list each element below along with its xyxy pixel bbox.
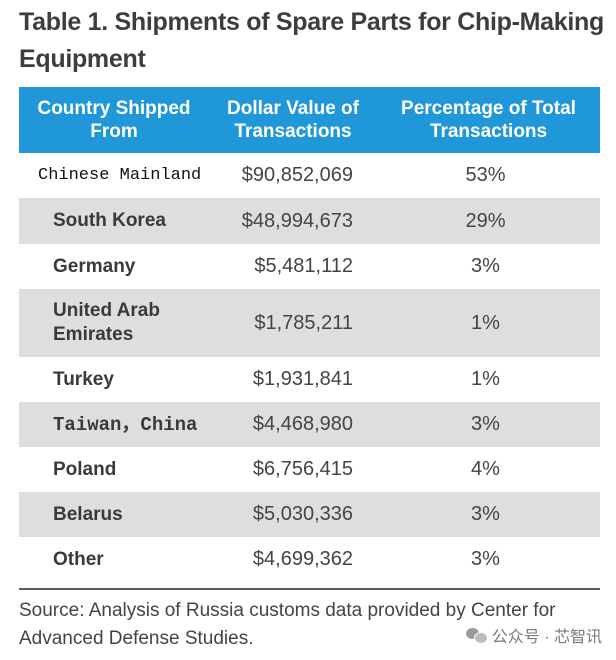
cell-percentage: 3% [471,255,500,277]
cell-dollar-value: $5,030,336 [252,503,353,525]
cell-country: Germany [53,255,136,277]
cell-dollar-value: $4,699,362 [252,548,353,570]
cell-country: Chinese Mainland [38,165,202,185]
cell-country: Other [53,548,104,570]
table-row: Poland $6,756,415 4% [19,447,600,492]
header-percentage: Percentage of Total Transactions [401,98,576,142]
table-title: Table 1. Shipments of Spare Parts for Ch… [19,8,604,73]
table-row: Germany $5,481,112 3% [19,244,600,289]
cell-country: Belarus [53,503,123,525]
cell-dollar-value: $1,931,841 [252,368,353,390]
table-row: Chinese Mainland $90,852,069 53% [19,153,600,198]
table-row: Taiwan，China $4,468,980 3% [19,402,600,447]
wechat-icon [465,627,488,644]
cell-country: Poland [53,458,117,480]
cell-dollar-value: $48,994,673 [241,209,353,232]
table-row: Turkey $1,931,841 1% [19,357,600,402]
cell-percentage: 29% [465,209,506,232]
table-row: South Korea $48,994,673 29% [19,198,600,244]
cell-country: Turkey [53,368,114,390]
cell-dollar-value: $90,852,069 [241,164,353,186]
table-header: Country Shipped From Dollar Value of Tra… [19,87,600,153]
cell-percentage: 3% [471,548,500,570]
cell-dollar-value: $1,785,211 [254,311,353,334]
watermark: 公众号 · 芯智讯 [461,623,602,647]
header-dollar-value: Dollar Value of Transactions [227,98,359,142]
shipments-table: Country Shipped From Dollar Value of Tra… [19,87,600,582]
cell-country: Taiwan，China [53,413,198,436]
cell-percentage: 3% [471,503,500,525]
divider [19,588,600,590]
cell-percentage: 3% [471,413,500,435]
cell-dollar-value: $4,468,980 [252,413,353,435]
table-row: United Arab Emirates $1,785,211 1% [19,289,600,357]
cell-percentage: 1% [471,368,500,390]
table-row: Belarus $5,030,336 3% [19,492,600,537]
cell-percentage: 1% [471,311,500,334]
cell-country: South Korea [53,210,166,231]
table-row: Other $4,699,362 3% [19,537,600,582]
source-note: Source: Analysis of Russia customs data … [19,600,556,649]
watermark-text: 公众号 · 芯智讯 [491,629,602,646]
cell-dollar-value: $5,481,112 [254,255,353,277]
header-country: Country Shipped From [37,98,191,142]
cell-percentage: 4% [471,458,500,480]
cell-country: United Arab Emirates [53,300,160,345]
cell-percentage: 53% [465,164,506,186]
cell-dollar-value: $6,756,415 [252,458,353,480]
